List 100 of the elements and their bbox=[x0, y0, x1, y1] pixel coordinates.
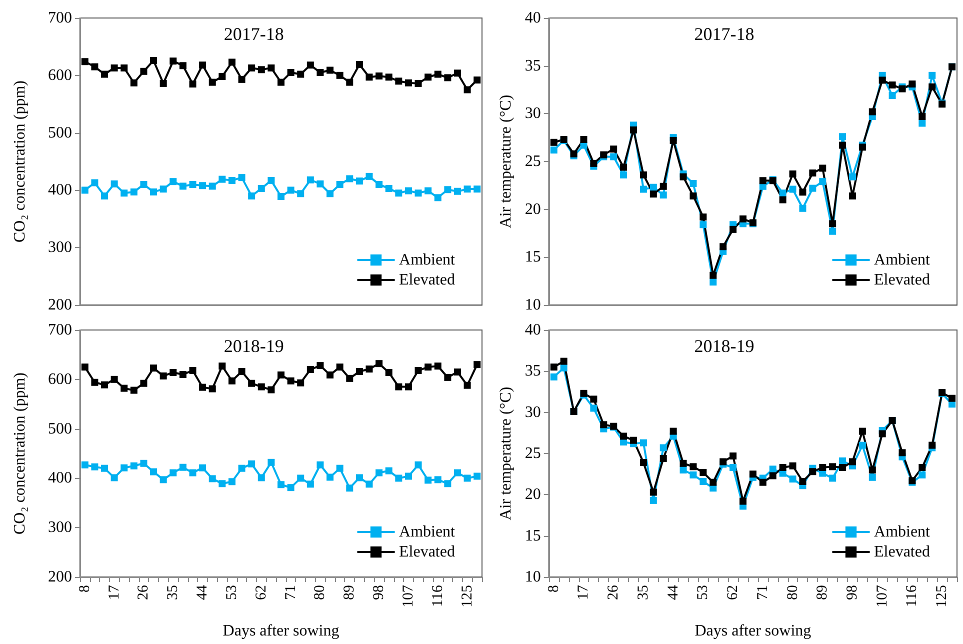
point bbox=[620, 432, 628, 440]
point bbox=[316, 461, 324, 468]
point bbox=[248, 380, 256, 387]
x-tick-label: 125 bbox=[934, 585, 950, 608]
point bbox=[316, 69, 324, 76]
point bbox=[898, 449, 906, 456]
point bbox=[769, 472, 776, 480]
point bbox=[550, 373, 558, 380]
point bbox=[799, 188, 806, 196]
y-tick-label: 400 bbox=[48, 182, 72, 199]
point bbox=[278, 371, 284, 378]
point bbox=[376, 469, 383, 476]
point bbox=[150, 188, 158, 196]
point bbox=[789, 476, 796, 483]
y-tick-label: 15 bbox=[524, 248, 541, 266]
point bbox=[819, 164, 826, 172]
point bbox=[130, 188, 138, 196]
point bbox=[444, 186, 452, 194]
point bbox=[101, 381, 108, 388]
y-tick-label: 500 bbox=[48, 420, 72, 438]
point bbox=[81, 364, 88, 371]
y-tick-label: 30 bbox=[524, 404, 541, 421]
point bbox=[918, 120, 926, 127]
point bbox=[140, 380, 148, 387]
legend-label: Elevated bbox=[399, 544, 455, 560]
point bbox=[258, 66, 265, 74]
point bbox=[660, 444, 667, 452]
legend-label: Ambient bbox=[399, 524, 456, 540]
point bbox=[700, 478, 707, 485]
x-tick-label: 44 bbox=[194, 584, 211, 600]
point bbox=[809, 468, 816, 476]
point bbox=[560, 358, 568, 365]
x-tick-label: 17 bbox=[576, 584, 592, 600]
point bbox=[650, 488, 657, 496]
point bbox=[670, 136, 677, 144]
point bbox=[268, 386, 275, 394]
y-tick-label: 40 bbox=[524, 10, 541, 26]
x-tick-label: 98 bbox=[844, 585, 860, 600]
point bbox=[769, 466, 776, 473]
point bbox=[590, 404, 598, 412]
point bbox=[346, 374, 354, 382]
point bbox=[710, 272, 717, 279]
chart-title: 2018-19 bbox=[694, 336, 754, 356]
point bbox=[809, 184, 816, 192]
point bbox=[848, 458, 856, 466]
point bbox=[297, 379, 304, 386]
point bbox=[878, 430, 886, 438]
point bbox=[189, 367, 196, 374]
point bbox=[130, 386, 138, 394]
point bbox=[819, 464, 826, 471]
point bbox=[809, 169, 816, 176]
point bbox=[228, 377, 236, 384]
point bbox=[238, 76, 246, 83]
point bbox=[759, 177, 766, 184]
x-axis-title: Days after sowing bbox=[694, 622, 812, 640]
point bbox=[238, 174, 246, 182]
point bbox=[160, 80, 167, 87]
point bbox=[620, 164, 628, 171]
y-tick-label: 10 bbox=[524, 296, 541, 314]
point bbox=[580, 136, 588, 143]
point bbox=[287, 377, 294, 384]
point bbox=[228, 176, 236, 184]
point bbox=[434, 476, 442, 484]
point bbox=[287, 69, 294, 76]
point bbox=[404, 472, 412, 480]
point bbox=[848, 173, 856, 180]
point bbox=[81, 461, 88, 468]
y-tick-label: 300 bbox=[48, 239, 72, 256]
point bbox=[799, 478, 806, 485]
y-tick-label: 40 bbox=[524, 322, 541, 338]
x-axis-title: Days after sowing bbox=[222, 622, 340, 640]
point bbox=[287, 484, 294, 492]
y-tick-label: 200 bbox=[48, 568, 72, 586]
point bbox=[454, 188, 461, 195]
point bbox=[356, 474, 363, 482]
point bbox=[680, 466, 687, 474]
point bbox=[700, 221, 707, 228]
point bbox=[700, 213, 707, 220]
y-tick-label: 300 bbox=[48, 519, 72, 536]
point bbox=[660, 454, 667, 462]
y-tick-label: 35 bbox=[524, 57, 541, 74]
point bbox=[336, 364, 344, 371]
point bbox=[208, 78, 216, 86]
point bbox=[395, 190, 402, 197]
point bbox=[918, 464, 926, 471]
point bbox=[819, 178, 826, 186]
point bbox=[385, 74, 392, 81]
point bbox=[81, 186, 88, 194]
point bbox=[356, 178, 363, 185]
x-tick-label: 62 bbox=[725, 585, 742, 600]
point bbox=[326, 371, 334, 378]
point bbox=[474, 186, 481, 193]
y-tick-label: 25 bbox=[524, 153, 541, 170]
y-axis-title: Air temperature (°C) bbox=[498, 94, 514, 228]
point bbox=[101, 70, 108, 78]
point bbox=[444, 74, 452, 82]
x-tick-label: 71 bbox=[754, 585, 771, 600]
y-tick-label: 20 bbox=[524, 200, 541, 218]
point bbox=[829, 228, 836, 235]
point bbox=[287, 186, 294, 194]
